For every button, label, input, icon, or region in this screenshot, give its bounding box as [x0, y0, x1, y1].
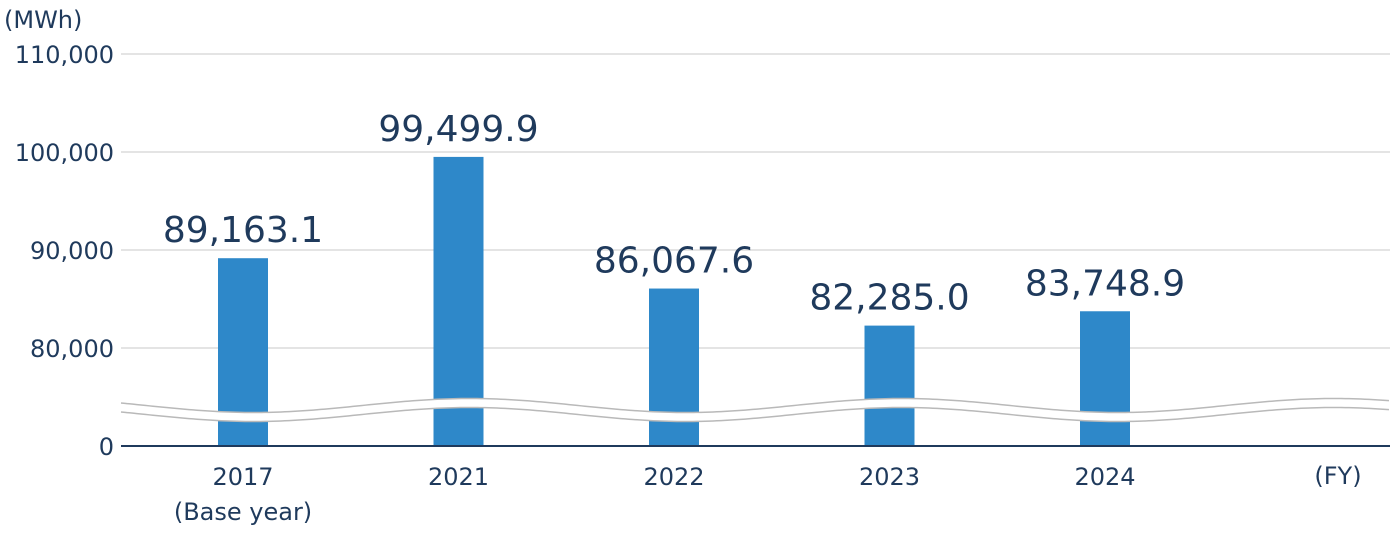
y-tick-label: 100,000 [15, 139, 114, 167]
x-category-labels: 2017 (Base year) 2021 2022 2023 2024 [174, 463, 1136, 526]
x-category-label: 2017 [212, 463, 273, 491]
bar [649, 288, 699, 446]
y-tick-labels: 0 80,000 90,000 100,000 110,000 [15, 41, 114, 461]
y-tick-label: 110,000 [15, 41, 114, 69]
break-line-upper [120, 397, 1390, 414]
bars-layer [218, 156, 1130, 446]
y-tick-label: 80,000 [30, 335, 114, 363]
y-axis-unit: (MWh) [4, 6, 82, 34]
bar [864, 325, 915, 446]
y-tick-label: 0 [99, 433, 114, 461]
bar-value-label: 99,499.9 [378, 109, 538, 150]
x-axis-unit: (FY) [1314, 462, 1361, 490]
break-line-lower [120, 406, 1390, 423]
axis-break-wave [120, 397, 1390, 423]
x-category-label: 2024 [1074, 463, 1135, 491]
bar-value-label: 89,163.1 [163, 210, 323, 251]
y-tick-label: 90,000 [30, 237, 114, 265]
x-category-sublabel: (Base year) [174, 498, 312, 526]
value-labels: 89,163.1 99,499.9 86,067.6 82,285.0 83,748.9 [163, 109, 1185, 319]
x-category-label: 2022 [643, 463, 704, 491]
bar-value-label: 86,067.6 [594, 241, 754, 282]
bar-value-label: 82,285.0 [809, 278, 969, 319]
bar [1080, 311, 1130, 446]
grid-layer [121, 53, 1390, 349]
x-category-label: 2023 [859, 463, 920, 491]
x-category-label: 2021 [428, 463, 489, 491]
break-band [120, 398, 1390, 422]
bar-value-label: 83,748.9 [1025, 263, 1185, 304]
